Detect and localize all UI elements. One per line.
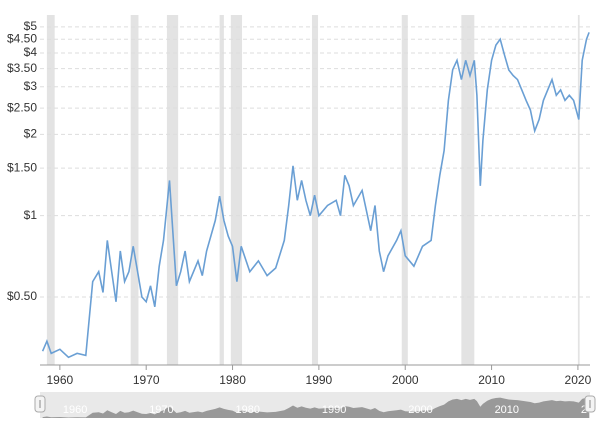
y-tick-label: $4 <box>24 45 38 59</box>
price-line <box>41 32 590 359</box>
y-tick-label: $1 <box>24 208 38 222</box>
y-tick-label: $2.50 <box>7 100 37 114</box>
navigator-label: 1990 <box>322 404 346 416</box>
recession-band <box>577 15 580 365</box>
y-tick-label: $3.50 <box>7 61 37 75</box>
x-tick-label: 1990 <box>306 373 333 387</box>
navigator-label: 1960 <box>63 404 87 416</box>
navigator-area <box>42 397 590 418</box>
y-tick-label: $4.50 <box>7 31 37 45</box>
y-tick-label: $1.50 <box>7 160 37 174</box>
x-tick-label: 1960 <box>47 373 74 387</box>
x-tick-label: 2000 <box>392 373 419 387</box>
x-tick-label: 2010 <box>478 373 505 387</box>
x-tick-label: 2020 <box>565 373 592 387</box>
recession-band <box>230 15 243 365</box>
recession-band <box>401 15 408 365</box>
recession-band <box>130 15 139 365</box>
y-tick-label: $0.50 <box>7 289 37 303</box>
recession-band <box>46 15 55 365</box>
recession-band <box>219 15 224 365</box>
recession-band <box>461 15 475 365</box>
navigator-label: 1980 <box>236 404 260 416</box>
navigator-label: 2000 <box>408 404 432 416</box>
x-tick-label: 1970 <box>133 373 160 387</box>
navigator-label: 1970 <box>149 404 173 416</box>
y-tick-label: $5 <box>24 19 38 33</box>
navigator-label: 2010 <box>495 404 519 416</box>
x-tick-label: 1980 <box>219 373 246 387</box>
y-tick-label: $3 <box>24 79 38 93</box>
recession-band <box>311 15 319 365</box>
recession-band <box>166 15 179 365</box>
y-tick-label: $2 <box>24 127 38 141</box>
